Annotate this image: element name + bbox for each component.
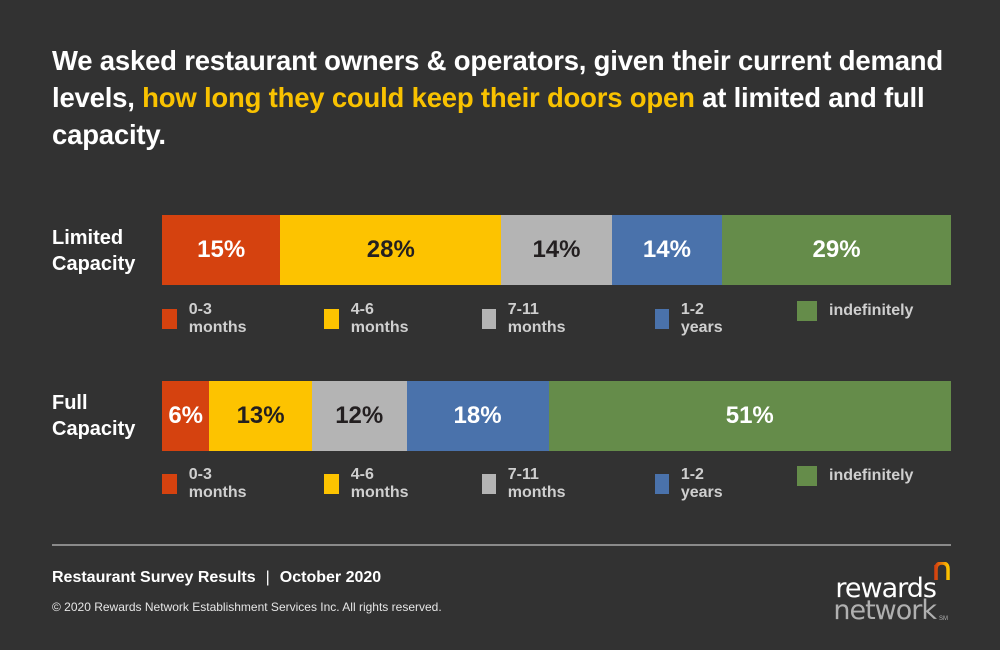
legend-swatch (797, 466, 817, 486)
row-label-line1: Limited (52, 227, 124, 249)
footer-separator: | (265, 569, 270, 586)
legend-swatch (655, 309, 669, 329)
data-label: 13% (236, 402, 285, 429)
logo-word-network: network (833, 595, 937, 626)
row-label-limited-capacity: Limited Capacity (52, 225, 135, 277)
footer-title: Restaurant Survey Results | October 2020 (52, 569, 381, 587)
survey-date: October 2020 (279, 569, 382, 586)
logo-word-rewards: rewards (835, 573, 937, 604)
row-label-full-capacity: Full Capacity (52, 390, 135, 442)
bar-segment-1-2-years: 18% (406, 381, 549, 451)
bar-segment-7-11-months: 14% (501, 215, 612, 285)
logo-n-mark-icon (934, 562, 950, 580)
data-label: 29% (812, 236, 861, 263)
bar-segment-0-3-months: 15% (162, 215, 281, 285)
row-label-line1: Full (52, 392, 88, 414)
headline-highlight: how long they could keep their doors ope… (142, 82, 695, 113)
bar-segment-7-11-months: 12% (311, 381, 407, 451)
bar-segment-4-6-months: 13% (209, 381, 312, 451)
legend-swatch (482, 474, 496, 494)
stacked-bar-limited-capacity: 15% 28% 14% 14% 29% (162, 215, 951, 285)
data-label: 14% (642, 236, 691, 263)
legend-label: indefinitely (829, 467, 914, 484)
copyright-notice: © 2020 Rewards Network Establishment Ser… (52, 600, 442, 614)
legend-swatch (797, 301, 817, 321)
bar-segment-indefinitely: 29% (722, 215, 951, 285)
legend-item-1-2-years: 1-2 years (655, 466, 729, 502)
data-label: 18% (453, 402, 502, 429)
legend-item-1-2-years: 1-2 years (655, 301, 729, 337)
legend-swatch (162, 309, 177, 329)
data-label: 6% (168, 402, 203, 429)
data-label: 12% (335, 402, 384, 429)
legend-label: 1-2 years (680, 466, 723, 501)
legend-item-7-11-months: 7-11 months (482, 301, 572, 337)
data-label: 51% (725, 402, 774, 429)
legend-item-indefinitely: indefinitely (797, 301, 913, 321)
legend-label: 7-11 months (507, 301, 566, 336)
legend-label: 0-3 months (188, 466, 247, 501)
legend-label: 0-3 months (188, 301, 247, 336)
bar-segment-1-2-years: 14% (611, 215, 723, 285)
legend-item-0-3-months: 0-3 months (162, 466, 252, 502)
legend-swatch (324, 474, 339, 494)
legend-label: 1-2 years (680, 301, 723, 336)
legend-label: indefinitely (829, 302, 914, 319)
legend-swatch (324, 309, 339, 329)
logo-service-mark: SM (939, 616, 948, 622)
bar-segment-indefinitely: 51% (548, 381, 951, 451)
bar-segment-0-3-months: 6% (162, 381, 210, 451)
row-label-line2: Capacity (52, 253, 136, 275)
headline-part1: We asked restaurant owners & operators, … (52, 45, 943, 113)
row-label-line2: Capacity (52, 418, 136, 440)
data-label: 15% (197, 236, 246, 263)
legend-item-4-6-months: 4-6 months (324, 301, 414, 337)
bar-segment-4-6-months: 28% (280, 215, 502, 285)
legend-item-4-6-months: 4-6 months (324, 466, 414, 502)
legend-swatch (482, 309, 496, 329)
legend-item-7-11-months: 7-11 months (482, 466, 572, 502)
legend-label: 4-6 months (350, 466, 409, 501)
data-label: 28% (366, 236, 415, 263)
legend-swatch (162, 474, 177, 494)
headline-part2: at limited and full capacity. (52, 82, 925, 150)
data-label: 14% (532, 236, 581, 263)
legend-label: 4-6 months (350, 301, 409, 336)
legend-swatch (655, 474, 669, 494)
legend-item-0-3-months: 0-3 months (162, 301, 252, 337)
survey-title: Restaurant Survey Results (52, 569, 256, 586)
rewards-network-logo: rewards network SM (800, 560, 960, 630)
headline: We asked restaurant owners & operators, … (52, 42, 952, 153)
legend-item-indefinitely: indefinitely (797, 466, 913, 486)
legend-label: 7-11 months (507, 466, 566, 501)
stacked-bar-full-capacity: 6% 13% 12% 18% 51% (162, 381, 951, 451)
footer-divider (52, 544, 951, 546)
